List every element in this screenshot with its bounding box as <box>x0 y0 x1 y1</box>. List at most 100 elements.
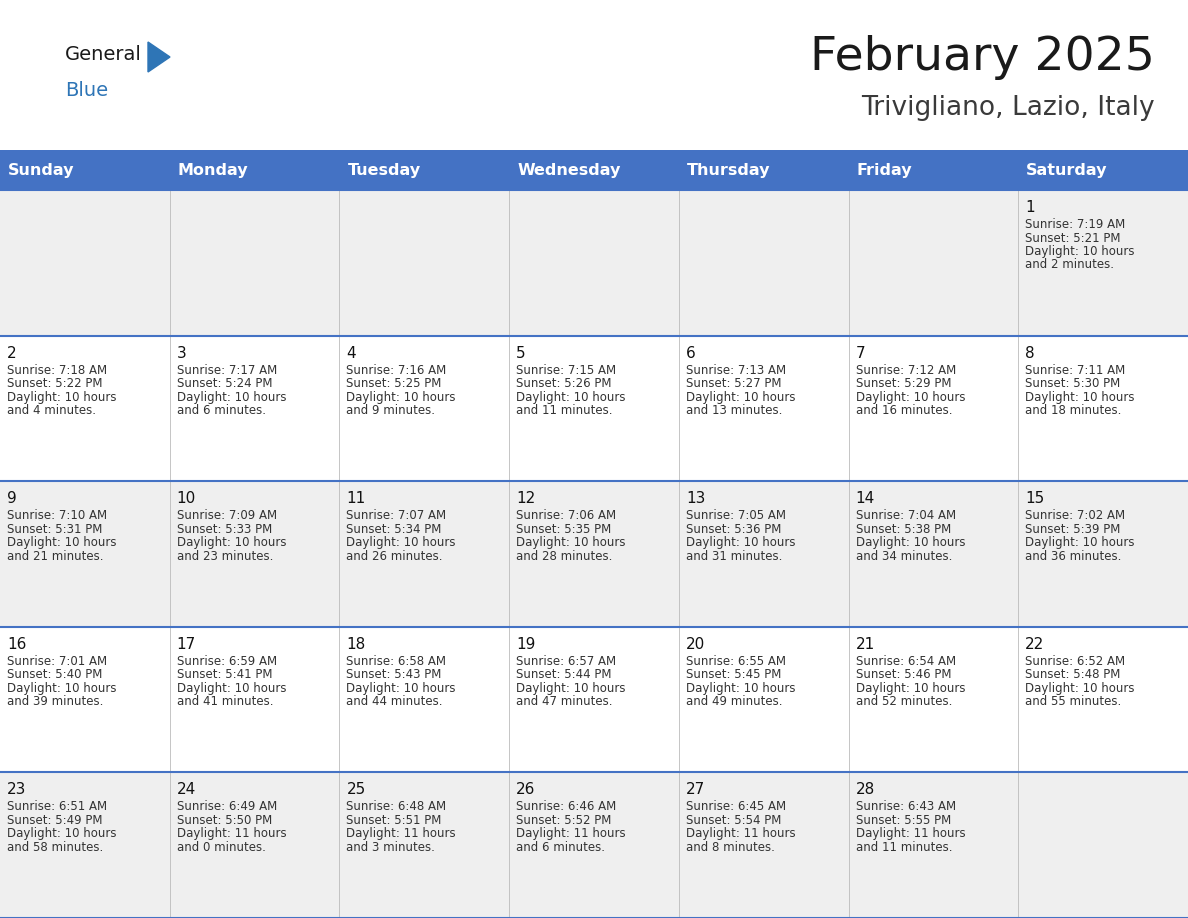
Text: Daylight: 11 hours: Daylight: 11 hours <box>685 827 796 840</box>
Text: and 26 minutes.: and 26 minutes. <box>347 550 443 563</box>
Text: and 8 minutes.: and 8 minutes. <box>685 841 775 854</box>
Text: 12: 12 <box>516 491 536 506</box>
Text: Daylight: 11 hours: Daylight: 11 hours <box>177 827 286 840</box>
Text: February 2025: February 2025 <box>810 36 1155 81</box>
Text: and 28 minutes.: and 28 minutes. <box>516 550 613 563</box>
Text: Sunset: 5:38 PM: Sunset: 5:38 PM <box>855 522 950 536</box>
Text: 2: 2 <box>7 345 17 361</box>
Text: 24: 24 <box>177 782 196 798</box>
Text: 25: 25 <box>347 782 366 798</box>
Text: Sunrise: 6:54 AM: Sunrise: 6:54 AM <box>855 655 955 667</box>
Text: Sunset: 5:50 PM: Sunset: 5:50 PM <box>177 814 272 827</box>
Text: Sunset: 5:30 PM: Sunset: 5:30 PM <box>1025 377 1120 390</box>
Text: and 3 minutes.: and 3 minutes. <box>347 841 435 854</box>
Text: Sunrise: 7:01 AM: Sunrise: 7:01 AM <box>7 655 107 667</box>
Text: and 21 minutes.: and 21 minutes. <box>7 550 103 563</box>
Bar <box>0 190 1188 336</box>
Text: 19: 19 <box>516 637 536 652</box>
Text: Sunrise: 7:12 AM: Sunrise: 7:12 AM <box>855 364 956 376</box>
Text: Sunday: Sunday <box>8 162 75 177</box>
Text: Sunset: 5:29 PM: Sunset: 5:29 PM <box>855 377 952 390</box>
Text: Saturday: Saturday <box>1026 162 1107 177</box>
Text: Daylight: 10 hours: Daylight: 10 hours <box>7 682 116 695</box>
Text: Sunset: 5:51 PM: Sunset: 5:51 PM <box>347 814 442 827</box>
Text: 14: 14 <box>855 491 874 506</box>
Text: Daylight: 10 hours: Daylight: 10 hours <box>855 536 965 549</box>
Text: Sunset: 5:34 PM: Sunset: 5:34 PM <box>347 522 442 536</box>
Text: Sunset: 5:41 PM: Sunset: 5:41 PM <box>177 668 272 681</box>
Text: Daylight: 10 hours: Daylight: 10 hours <box>7 827 116 840</box>
Text: Monday: Monday <box>178 162 248 177</box>
Text: Sunset: 5:55 PM: Sunset: 5:55 PM <box>855 814 950 827</box>
Text: and 16 minutes.: and 16 minutes. <box>855 404 952 417</box>
Text: 1: 1 <box>1025 200 1035 215</box>
Text: Sunset: 5:27 PM: Sunset: 5:27 PM <box>685 377 782 390</box>
Text: Sunset: 5:46 PM: Sunset: 5:46 PM <box>855 668 952 681</box>
Text: Sunrise: 7:19 AM: Sunrise: 7:19 AM <box>1025 218 1125 231</box>
Text: Sunrise: 7:13 AM: Sunrise: 7:13 AM <box>685 364 786 376</box>
Text: Daylight: 11 hours: Daylight: 11 hours <box>516 827 626 840</box>
Text: Sunrise: 7:15 AM: Sunrise: 7:15 AM <box>516 364 617 376</box>
Text: Sunset: 5:49 PM: Sunset: 5:49 PM <box>7 814 102 827</box>
Text: Friday: Friday <box>857 162 912 177</box>
Text: Wednesday: Wednesday <box>517 162 620 177</box>
Text: Sunset: 5:40 PM: Sunset: 5:40 PM <box>7 668 102 681</box>
Text: 21: 21 <box>855 637 874 652</box>
Text: and 44 minutes.: and 44 minutes. <box>347 695 443 709</box>
Text: Sunrise: 6:57 AM: Sunrise: 6:57 AM <box>516 655 617 667</box>
Text: 18: 18 <box>347 637 366 652</box>
Text: Sunset: 5:43 PM: Sunset: 5:43 PM <box>347 668 442 681</box>
Text: and 2 minutes.: and 2 minutes. <box>1025 259 1114 272</box>
Text: and 47 minutes.: and 47 minutes. <box>516 695 613 709</box>
Text: Daylight: 10 hours: Daylight: 10 hours <box>516 536 626 549</box>
Text: Sunset: 5:48 PM: Sunset: 5:48 PM <box>1025 668 1120 681</box>
Text: Daylight: 11 hours: Daylight: 11 hours <box>347 827 456 840</box>
Text: and 55 minutes.: and 55 minutes. <box>1025 695 1121 709</box>
Text: Sunrise: 6:46 AM: Sunrise: 6:46 AM <box>516 800 617 813</box>
Text: and 31 minutes.: and 31 minutes. <box>685 550 782 563</box>
Text: 11: 11 <box>347 491 366 506</box>
Text: and 49 minutes.: and 49 minutes. <box>685 695 783 709</box>
Text: and 52 minutes.: and 52 minutes. <box>855 695 952 709</box>
Text: Daylight: 10 hours: Daylight: 10 hours <box>177 536 286 549</box>
Text: Daylight: 10 hours: Daylight: 10 hours <box>347 536 456 549</box>
Text: Daylight: 10 hours: Daylight: 10 hours <box>685 682 795 695</box>
Text: Sunset: 5:35 PM: Sunset: 5:35 PM <box>516 522 612 536</box>
Text: Sunrise: 6:59 AM: Sunrise: 6:59 AM <box>177 655 277 667</box>
Text: Daylight: 10 hours: Daylight: 10 hours <box>855 682 965 695</box>
Bar <box>0 336 1188 481</box>
Text: and 6 minutes.: and 6 minutes. <box>516 841 605 854</box>
Text: Daylight: 10 hours: Daylight: 10 hours <box>516 682 626 695</box>
Text: Daylight: 10 hours: Daylight: 10 hours <box>7 390 116 404</box>
Text: 3: 3 <box>177 345 187 361</box>
Text: Sunrise: 7:16 AM: Sunrise: 7:16 AM <box>347 364 447 376</box>
Text: 27: 27 <box>685 782 706 798</box>
Text: Daylight: 10 hours: Daylight: 10 hours <box>1025 245 1135 258</box>
Text: Sunset: 5:22 PM: Sunset: 5:22 PM <box>7 377 102 390</box>
Text: Sunrise: 7:05 AM: Sunrise: 7:05 AM <box>685 509 785 522</box>
Text: 16: 16 <box>7 637 26 652</box>
Text: Daylight: 10 hours: Daylight: 10 hours <box>177 390 286 404</box>
Text: and 36 minutes.: and 36 minutes. <box>1025 550 1121 563</box>
Text: Daylight: 10 hours: Daylight: 10 hours <box>1025 536 1135 549</box>
Text: Thursday: Thursday <box>687 162 770 177</box>
Text: Sunset: 5:52 PM: Sunset: 5:52 PM <box>516 814 612 827</box>
Text: and 18 minutes.: and 18 minutes. <box>1025 404 1121 417</box>
Text: and 39 minutes.: and 39 minutes. <box>7 695 103 709</box>
Text: Sunrise: 6:58 AM: Sunrise: 6:58 AM <box>347 655 447 667</box>
Text: Sunrise: 7:04 AM: Sunrise: 7:04 AM <box>855 509 955 522</box>
Text: Daylight: 10 hours: Daylight: 10 hours <box>516 390 626 404</box>
Text: Sunrise: 6:55 AM: Sunrise: 6:55 AM <box>685 655 785 667</box>
Text: and 23 minutes.: and 23 minutes. <box>177 550 273 563</box>
Text: 17: 17 <box>177 637 196 652</box>
Text: Sunrise: 6:52 AM: Sunrise: 6:52 AM <box>1025 655 1125 667</box>
Text: Blue: Blue <box>65 81 108 99</box>
Polygon shape <box>148 42 170 72</box>
Text: Daylight: 11 hours: Daylight: 11 hours <box>855 827 965 840</box>
Bar <box>0 481 1188 627</box>
Bar <box>0 627 1188 772</box>
Text: 9: 9 <box>7 491 17 506</box>
Text: 20: 20 <box>685 637 706 652</box>
Text: and 4 minutes.: and 4 minutes. <box>7 404 96 417</box>
Text: Sunset: 5:39 PM: Sunset: 5:39 PM <box>1025 522 1120 536</box>
